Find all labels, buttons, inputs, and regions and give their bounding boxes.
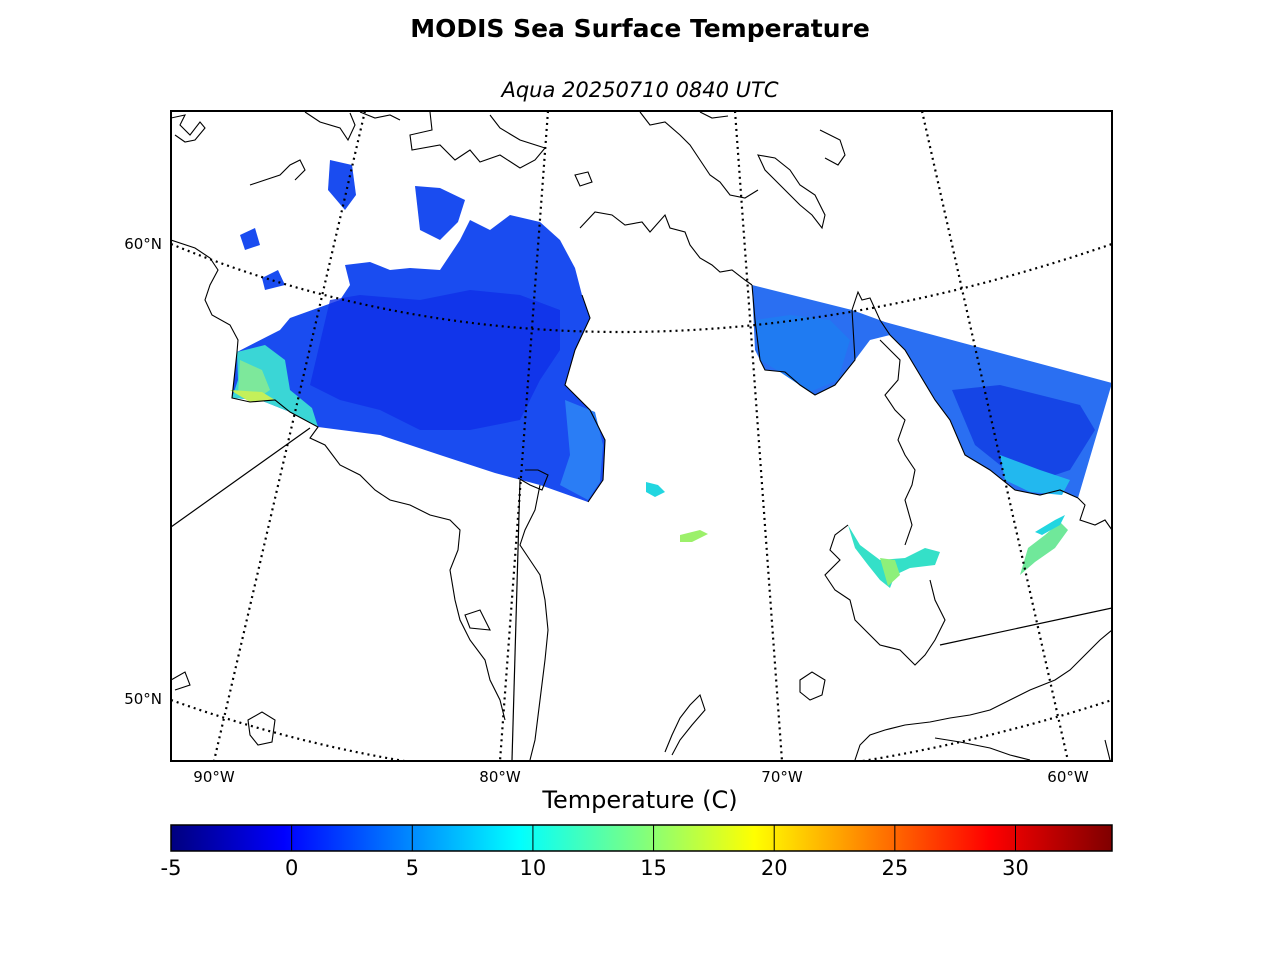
lon-label-80w: 80°W bbox=[479, 768, 521, 786]
lat-label-60: 60°N bbox=[124, 235, 162, 253]
lon-label-70w: 70°W bbox=[761, 768, 803, 786]
colorbar bbox=[170, 824, 1113, 852]
figure-title: MODIS Sea Surface Temperature bbox=[410, 14, 870, 43]
sst-james-bay-and-gulf bbox=[646, 482, 1068, 588]
coastlines bbox=[171, 111, 1112, 761]
colorbar-label: Temperature (C) bbox=[542, 786, 738, 814]
colorbar-tick-marks bbox=[170, 825, 1016, 851]
colorbar-tick-label: 5 bbox=[405, 856, 419, 880]
colorbar-tick-label: 15 bbox=[640, 856, 667, 880]
colorbar-tick-label: -5 bbox=[160, 856, 182, 880]
colorbar-tick-label: 10 bbox=[519, 856, 547, 880]
lat-label-50: 50°N bbox=[124, 690, 162, 708]
figure-subtitle: Aqua 20250710 0840 UTC bbox=[501, 78, 779, 102]
sst-swath-labrador-sea bbox=[752, 285, 1112, 498]
colorbar-tick-label: 20 bbox=[760, 856, 788, 880]
lon-label-90w: 90°W bbox=[193, 768, 235, 786]
graticule bbox=[171, 111, 1112, 761]
map-frame bbox=[170, 110, 1113, 762]
colorbar-tick-label: 25 bbox=[881, 856, 909, 880]
colorbar-tick-label: 30 bbox=[1002, 856, 1029, 880]
borders bbox=[171, 427, 1112, 761]
colorbar-tick-label: 0 bbox=[284, 856, 299, 880]
lon-label-60w: 60°W bbox=[1047, 768, 1089, 786]
